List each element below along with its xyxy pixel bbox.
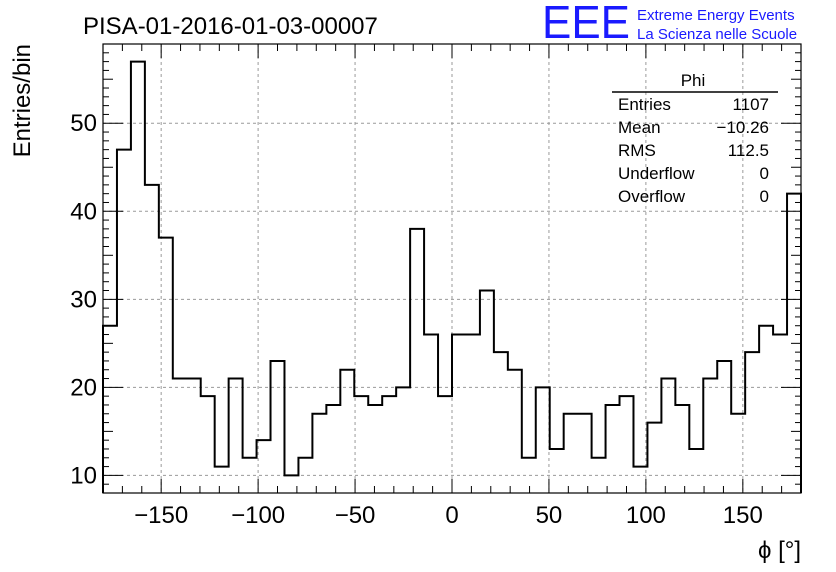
x-tick-label: −50: [335, 502, 376, 529]
stats-label: Underflow: [618, 164, 695, 183]
y-tick-label: 50: [70, 110, 97, 137]
logo-letters: EEE: [542, 0, 630, 48]
logo-line2: La Scienza nelle Scuole: [637, 26, 797, 43]
stats-value: 1107: [732, 95, 769, 114]
x-tick-label: 0: [445, 502, 458, 529]
y-axis-label: Entries/bin: [9, 44, 36, 157]
stats-label: Mean: [618, 118, 661, 137]
x-tick-label: 150: [723, 502, 763, 529]
eee-logo: EEE Extreme Energy Events La Scienza nel…: [542, 0, 797, 48]
chart-title: PISA-01-2016-01-03-00007: [83, 13, 378, 40]
histogram-line: [102, 60, 802, 493]
stats-label: Overflow: [618, 187, 686, 206]
x-tick-label: 50: [536, 502, 563, 529]
stats-title: Phi: [681, 71, 706, 90]
y-tick-labels: 10 20 30 40 50: [70, 110, 97, 489]
x-tick-label: −150: [134, 502, 188, 529]
stats-label: Entries: [618, 95, 671, 114]
stats-box: Phi Entries 1107 Mean −10.26 RMS 112.5 Underfl…: [612, 71, 778, 206]
axis-ticks: [102, 43, 802, 494]
x-tick-label: 100: [626, 502, 666, 529]
stats-value: 0: [760, 164, 769, 183]
x-axis-label: ϕ [°]: [758, 537, 801, 564]
y-tick-label: 10: [70, 462, 97, 489]
stats-value: −10.26: [717, 118, 769, 137]
y-tick-label: 40: [70, 198, 97, 225]
y-tick-label: 20: [70, 374, 97, 401]
grid: [103, 44, 801, 493]
x-tick-labels: −150 −100 −50 0 50 100 150: [134, 502, 763, 529]
y-tick-label: 30: [70, 286, 97, 313]
logo-line1: Extreme Energy Events: [637, 7, 795, 24]
stats-value: 0: [760, 187, 769, 206]
stats-label: RMS: [618, 141, 656, 160]
x-tick-label: −100: [231, 502, 285, 529]
stats-value: 112.5: [728, 141, 769, 160]
